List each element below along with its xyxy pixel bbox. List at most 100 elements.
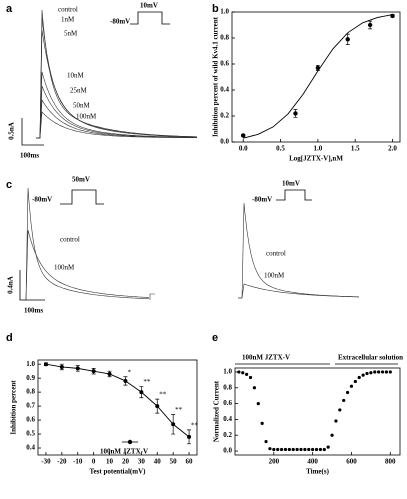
point — [342, 398, 346, 403]
point — [107, 371, 112, 376]
point — [315, 65, 321, 71]
point — [75, 366, 80, 371]
x-tick-label: -30 — [41, 458, 51, 466]
scale-bar — [21, 118, 44, 146]
point — [307, 447, 311, 452]
protocol-hold: -80mV — [252, 196, 272, 204]
point — [268, 447, 272, 451]
trace — [36, 98, 197, 139]
point — [252, 386, 257, 390]
trace-label: control — [60, 236, 80, 244]
point — [345, 37, 350, 42]
point — [299, 447, 303, 452]
x-tick-label: 1.0 — [313, 145, 322, 153]
point — [361, 373, 365, 377]
trace — [149, 293, 155, 300]
scale-current: 0.5nA — [8, 122, 16, 140]
x-tick-label: 50 — [170, 458, 178, 466]
trace — [22, 229, 150, 301]
trace-label: 5nM — [64, 30, 78, 38]
point — [287, 447, 291, 452]
plot-frame — [231, 11, 401, 143]
point — [237, 370, 241, 374]
point — [256, 401, 260, 406]
x-tick-label: 800 — [385, 458, 396, 466]
trace — [36, 9, 198, 139]
scale-time: 100ms — [24, 307, 43, 315]
x-tick-label: 1.5 — [351, 145, 360, 153]
y-tick-label: 0.8 — [26, 388, 35, 396]
trace-label: 10nM — [67, 72, 85, 80]
point — [276, 447, 280, 452]
point — [241, 371, 245, 375]
point — [345, 390, 350, 395]
trace — [22, 187, 149, 301]
point — [349, 384, 354, 388]
phase-label: Extracellular solution — [338, 354, 403, 362]
x-axis-label: Log[JZTX-V],nM — [289, 155, 343, 163]
point — [187, 434, 192, 439]
scale-current: 0.4nA — [7, 276, 15, 294]
significance: ** — [143, 378, 151, 386]
protocol-step: 50mV — [72, 176, 90, 184]
y-tick-label: 0.2 — [223, 431, 232, 439]
panel-label: c — [6, 179, 12, 191]
point — [295, 447, 299, 452]
point — [293, 111, 298, 116]
point — [384, 370, 389, 374]
significance: ** — [159, 391, 167, 399]
significance: ** — [191, 421, 199, 429]
significance: * — [127, 368, 131, 376]
protocol-step: 10mV — [282, 180, 300, 188]
y-tick-label: 0.2 — [220, 112, 229, 120]
point — [314, 447, 319, 452]
point — [59, 364, 64, 369]
trace-label: 50nM — [73, 102, 91, 110]
protocol — [60, 189, 104, 205]
trace-label: control — [58, 6, 78, 14]
y-tick-label: 1.0 — [220, 8, 229, 16]
panel-label: e — [212, 332, 218, 344]
x-tick-label: 0.0 — [239, 145, 248, 153]
point — [380, 370, 385, 374]
point — [303, 447, 307, 452]
y-tick-label: 1.0 — [223, 368, 232, 376]
y-tick-label: 0.4 — [223, 415, 232, 423]
line — [243, 14, 393, 139]
protocol-hold: -80mV — [32, 196, 52, 204]
panel-label: a — [6, 3, 13, 15]
y-tick-label: 0.0 — [220, 138, 229, 146]
y-axis-label: Inhibition percent — [10, 380, 18, 435]
point — [334, 419, 338, 423]
point — [139, 390, 144, 395]
trace — [36, 71, 198, 139]
x-tick-label: 200 — [269, 458, 280, 466]
x-tick-label: 40 — [154, 458, 162, 466]
point — [241, 133, 246, 138]
point — [123, 378, 128, 383]
x-tick-label: 600 — [346, 458, 357, 466]
phase-label: 100nM JZTX-V — [242, 354, 290, 362]
y-tick-label: 0.8 — [220, 34, 229, 42]
plot-frame — [37, 359, 198, 456]
x-axis-label: Test potential(mV) — [90, 468, 147, 476]
trace — [238, 202, 359, 299]
y-tick-label: 0.7 — [26, 402, 35, 410]
y-axis-label: Inhibition percent of wild Kv4.1 current — [212, 16, 220, 137]
legend-label: 100nM JZTX-V — [100, 448, 148, 456]
trace-label: 100nM — [76, 113, 97, 121]
x-tick-label: 0.5 — [276, 145, 285, 153]
x-tick-label: 400 — [307, 458, 318, 466]
x-axis-label: Time(s) — [306, 468, 329, 476]
point — [367, 22, 373, 28]
protocol — [130, 11, 170, 25]
y-tick-label: 0.9 — [26, 374, 35, 382]
y-axis-label: Normalized Current — [213, 380, 221, 442]
trace-label: 100nM — [54, 264, 75, 272]
scale-time: 100ms — [20, 152, 39, 160]
point — [318, 447, 323, 452]
point — [264, 439, 268, 444]
point — [155, 404, 160, 409]
y-tick-label: 0.5 — [26, 430, 35, 438]
